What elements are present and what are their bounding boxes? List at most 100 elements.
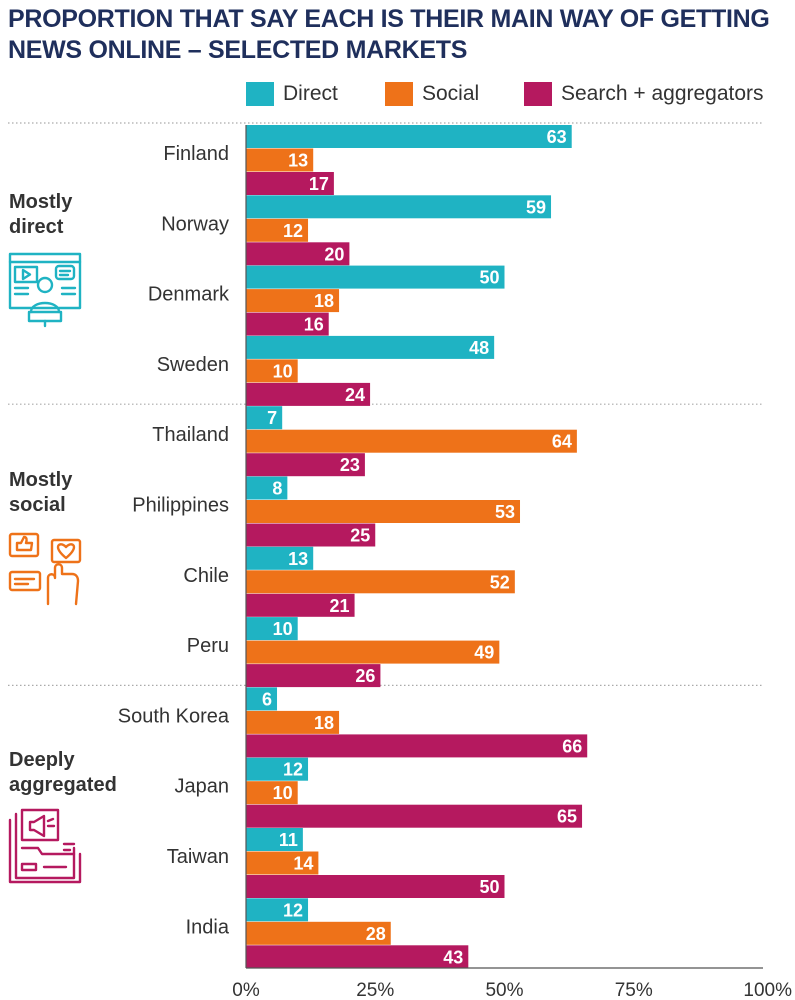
country-label-philippines: Philippines xyxy=(132,495,229,517)
value-label-sweden-social: 10 xyxy=(273,361,293,381)
group-label-line2: social xyxy=(9,494,66,516)
legend-direct: Direct xyxy=(246,80,338,108)
value-label-chile-search: 21 xyxy=(330,596,350,616)
value-label-sweden-direct: 48 xyxy=(469,338,489,358)
bar-chile-direct xyxy=(246,546,314,570)
value-label-norway-social: 12 xyxy=(283,221,303,241)
group-label-deeply-aggregated: Deeply aggregated xyxy=(9,748,117,798)
value-label-south-korea-search: 66 xyxy=(562,736,582,756)
bar-philippines-search xyxy=(246,523,376,547)
country-label-japan: Japan xyxy=(175,776,230,798)
bar-sweden-social xyxy=(246,359,298,383)
country-label-india: India xyxy=(186,916,230,938)
value-label-thailand-direct: 7 xyxy=(267,408,277,428)
country-label-south-korea: South Korea xyxy=(118,705,230,727)
bar-japan-direct xyxy=(246,757,309,781)
bar-norway-search xyxy=(246,242,350,266)
bar-finland-search xyxy=(246,172,334,195)
value-label-taiwan-search: 50 xyxy=(479,877,499,897)
group-label-mostly-direct: Mostly direct xyxy=(9,190,72,240)
bar-south-korea-search xyxy=(246,734,588,758)
legend-swatch-direct xyxy=(246,82,274,106)
social-reactions-icon xyxy=(8,532,82,606)
group-label-line2: direct xyxy=(9,216,64,238)
value-label-sweden-search: 24 xyxy=(345,385,365,405)
value-label-india-direct: 12 xyxy=(283,900,303,920)
group-label-line1: Deeply xyxy=(9,749,75,771)
country-label-thailand: Thailand xyxy=(152,424,229,446)
legend-swatch-search xyxy=(524,82,552,106)
bar-peru-social xyxy=(246,640,500,664)
value-label-chile-social: 52 xyxy=(490,572,510,592)
value-label-thailand-search: 23 xyxy=(340,455,360,475)
bar-sweden-search xyxy=(246,382,371,406)
chart-title: PROPORTION THAT SAY EACH IS THEIR MAIN W… xyxy=(8,5,770,64)
bar-denmark-social xyxy=(246,289,340,313)
value-label-norway-direct: 59 xyxy=(526,197,546,217)
bar-chile-search xyxy=(246,593,355,617)
value-label-denmark-search: 16 xyxy=(304,315,324,335)
bar-india-direct xyxy=(246,898,309,922)
bar-norway-social xyxy=(246,218,309,242)
bar-philippines-social xyxy=(246,500,521,523)
value-label-denmark-social: 18 xyxy=(314,291,334,311)
legend-label-social: Social xyxy=(422,82,480,105)
bar-chile-social xyxy=(246,570,515,594)
value-label-finland-social: 13 xyxy=(288,151,308,171)
bar-thailand-social xyxy=(246,429,577,453)
bar-finland-direct xyxy=(246,125,572,148)
bar-taiwan-search xyxy=(246,875,505,898)
value-label-philippines-social: 53 xyxy=(495,502,515,522)
country-label-norway: Norway xyxy=(161,213,229,235)
value-label-taiwan-social: 14 xyxy=(293,854,313,874)
bar-japan-social xyxy=(246,781,298,805)
bar-philippines-direct xyxy=(246,476,288,500)
value-label-peru-social: 49 xyxy=(474,643,494,663)
country-label-taiwan: Taiwan xyxy=(167,846,229,868)
value-label-denmark-direct: 50 xyxy=(479,268,499,288)
bar-peru-direct xyxy=(246,617,298,641)
legend-swatch-social xyxy=(385,82,413,106)
legend-label-direct: Direct xyxy=(283,82,338,105)
legend-social: Social xyxy=(385,80,479,108)
bar-india-search xyxy=(246,945,469,969)
x-tick-label: 75% xyxy=(615,980,653,1000)
value-label-south-korea-direct: 6 xyxy=(262,689,272,709)
value-label-norway-search: 20 xyxy=(324,244,344,264)
value-label-peru-direct: 10 xyxy=(273,619,293,639)
value-label-finland-search: 17 xyxy=(309,174,329,194)
value-label-india-social: 28 xyxy=(366,924,386,944)
value-label-south-korea-social: 18 xyxy=(314,713,334,733)
bar-norway-direct xyxy=(246,195,552,219)
bar-peru-search xyxy=(246,664,381,688)
value-label-chile-direct: 13 xyxy=(288,549,308,569)
x-tick-label: 0% xyxy=(232,980,260,1000)
value-label-thailand-social: 64 xyxy=(552,432,572,452)
value-label-philippines-search: 25 xyxy=(350,526,370,546)
value-label-japan-search: 65 xyxy=(557,807,577,827)
value-label-finland-direct: 63 xyxy=(547,127,567,147)
news-feed-icon xyxy=(8,808,82,884)
bar-japan-search xyxy=(246,804,583,828)
country-label-denmark: Denmark xyxy=(148,284,230,306)
country-label-finland: Finland xyxy=(163,143,229,165)
bar-denmark-direct xyxy=(246,265,505,289)
legend-label-search: Search + aggregators xyxy=(561,82,764,105)
bar-taiwan-social xyxy=(246,851,319,875)
value-label-japan-social: 10 xyxy=(273,783,293,803)
legend-search: Search + aggregators xyxy=(524,80,764,108)
x-tick-label: 100% xyxy=(743,980,792,1000)
value-label-india-search: 43 xyxy=(443,947,463,967)
value-label-peru-search: 26 xyxy=(355,666,375,686)
value-label-taiwan-direct: 11 xyxy=(279,830,298,850)
value-label-philippines-direct: 8 xyxy=(272,479,282,499)
country-label-chile: Chile xyxy=(183,565,229,587)
group-label-mostly-social: Mostly social xyxy=(9,468,72,518)
video-presentation-icon xyxy=(8,252,82,328)
bar-thailand-search xyxy=(246,453,365,477)
country-label-sweden: Sweden xyxy=(157,354,229,376)
bar-finland-social xyxy=(246,148,314,172)
bar-south-korea-social xyxy=(246,710,340,734)
value-label-japan-direct: 12 xyxy=(283,760,303,780)
